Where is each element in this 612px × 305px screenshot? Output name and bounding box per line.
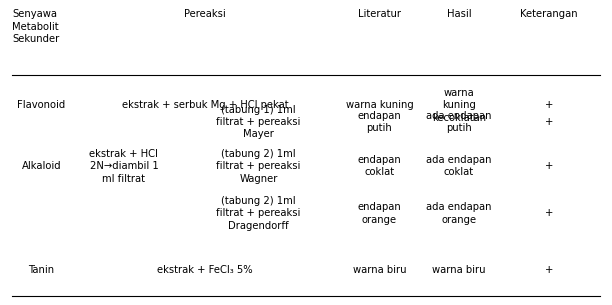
Text: warna biru: warna biru — [353, 265, 406, 275]
Text: Senyawa
Metabolit
Sekunder: Senyawa Metabolit Sekunder — [12, 9, 59, 44]
Text: Literatur: Literatur — [358, 9, 401, 19]
Text: +: + — [545, 161, 553, 171]
Text: warna kuning: warna kuning — [346, 100, 413, 110]
Text: (tabung 1) 1ml
filtrat + pereaksi
Mayer: (tabung 1) 1ml filtrat + pereaksi Mayer — [217, 105, 300, 139]
Text: Alkaloid: Alkaloid — [21, 161, 61, 171]
Text: +: + — [545, 117, 553, 127]
Text: (tabung 2) 1ml
filtrat + pereaksi
Dragendorff: (tabung 2) 1ml filtrat + pereaksi Dragen… — [217, 196, 300, 231]
Text: Keterangan: Keterangan — [520, 9, 578, 19]
Text: +: + — [545, 209, 553, 218]
Text: ekstrak + HCl
2N→diambil 1
ml filtrat: ekstrak + HCl 2N→diambil 1 ml filtrat — [89, 149, 159, 184]
Text: +: + — [545, 100, 553, 110]
Text: Flavonoid: Flavonoid — [17, 100, 65, 110]
Text: endapan
orange: endapan orange — [357, 202, 401, 225]
Text: ekstrak + serbuk Mg + HCl pekat: ekstrak + serbuk Mg + HCl pekat — [122, 100, 288, 110]
Text: +: + — [545, 265, 553, 275]
Text: Pereaksi: Pereaksi — [184, 9, 226, 19]
Text: Hasil: Hasil — [447, 9, 471, 19]
Text: ada endapan
orange: ada endapan orange — [426, 202, 492, 225]
Text: ada endapan
coklat: ada endapan coklat — [426, 155, 492, 178]
Text: warna biru: warna biru — [432, 265, 486, 275]
Text: warna
kuning
kecoklatan: warna kuning kecoklatan — [432, 88, 486, 123]
Text: Tanin: Tanin — [28, 265, 54, 275]
Text: endapan
coklat: endapan coklat — [357, 155, 401, 178]
Text: ada endapan
putih: ada endapan putih — [426, 111, 492, 133]
Text: (tabung 2) 1ml
filtrat + pereaksi
Wagner: (tabung 2) 1ml filtrat + pereaksi Wagner — [217, 149, 300, 184]
Text: ekstrak + FeCl₃ 5%: ekstrak + FeCl₃ 5% — [157, 265, 253, 275]
Text: endapan
putih: endapan putih — [357, 111, 401, 133]
